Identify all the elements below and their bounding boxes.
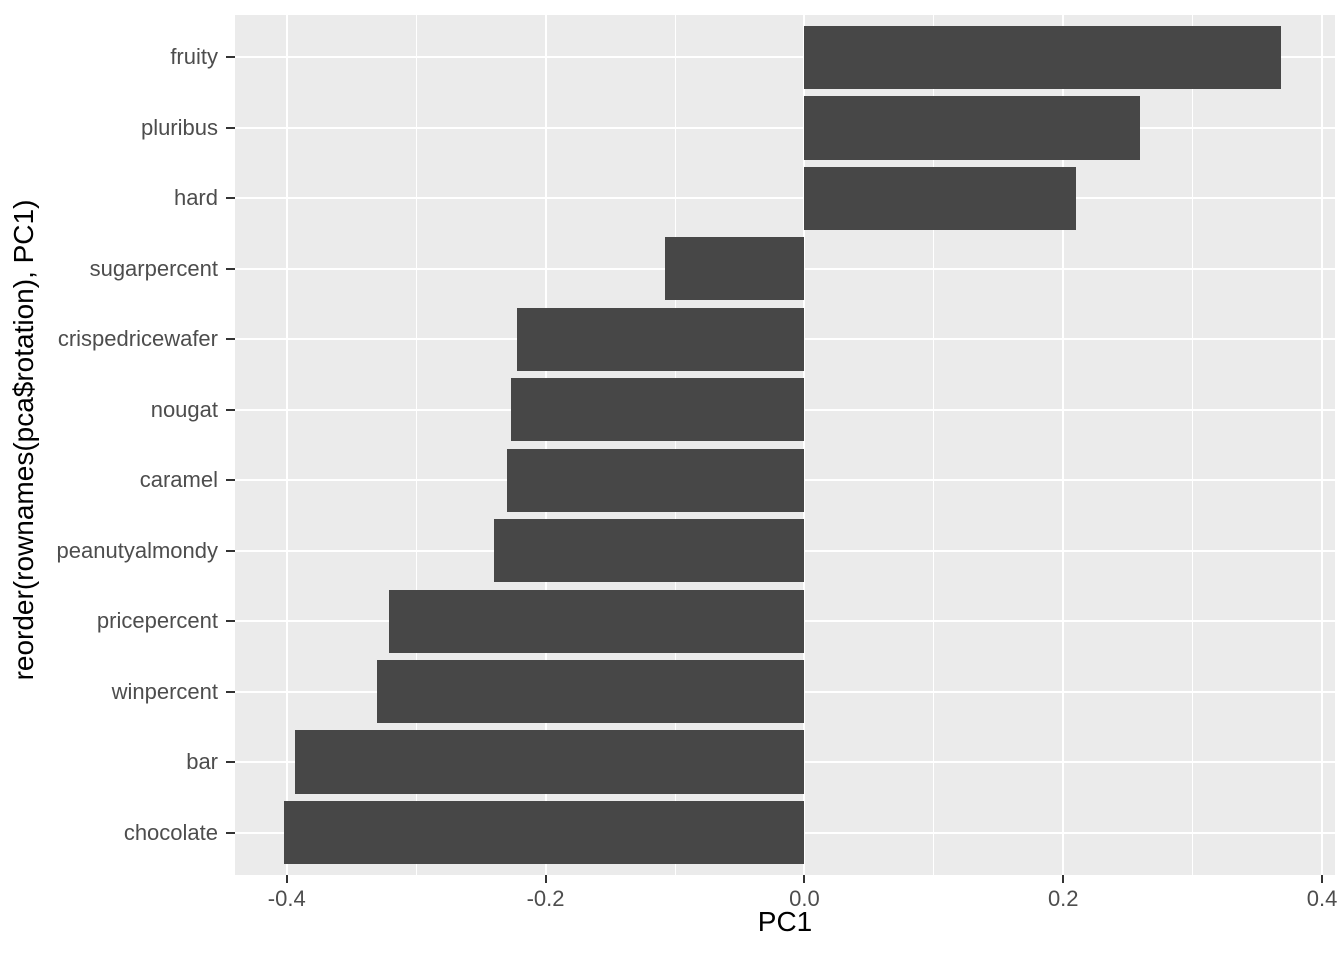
y-tick-label-peanutyalmondy: peanutyalmondy — [56, 537, 218, 563]
y-tick-mark — [226, 267, 235, 270]
x-tick-mark — [544, 875, 547, 883]
y-major-gridline — [235, 56, 1335, 59]
x-tick-mark — [1062, 875, 1065, 883]
x-tick-mark — [803, 875, 806, 883]
x-minor-gridline — [933, 15, 935, 875]
x-major-gridline — [1062, 15, 1065, 875]
x-tick-mark — [1321, 875, 1324, 883]
y-tick-mark — [226, 408, 235, 411]
bar-winpercent — [377, 660, 805, 724]
y-tick-label-pluribus: pluribus — [140, 114, 218, 140]
y-tick-mark — [226, 126, 235, 129]
x-tick-label-0.0: 0.0 — [789, 886, 820, 911]
y-tick-label-sugarpercent: sugarpercent — [89, 255, 218, 281]
x-minor-gridline — [415, 15, 417, 875]
y-tick-label-caramel: caramel — [139, 467, 218, 493]
x-minor-gridline — [674, 15, 676, 875]
x-tick-label-0.4: 0.4 — [1306, 886, 1338, 911]
x-major-gridline — [544, 15, 547, 875]
bar-chocolate — [284, 800, 805, 865]
y-tick-label-winpercent: winpercent — [111, 678, 218, 704]
bar-peanutyalmondy — [493, 519, 805, 583]
bar-pricepercent — [389, 589, 805, 653]
y-tick-label-crispedricewafer: crispedricewafer — [57, 326, 218, 352]
x-minor-gridline — [1192, 15, 1194, 875]
y-tick-mark — [226, 479, 235, 482]
bar-hard — [804, 166, 1077, 230]
plot-panel — [235, 15, 1335, 875]
y-tick-label-fruity: fruity — [170, 44, 218, 70]
y-tick-label-chocolate: chocolate — [123, 819, 218, 845]
bar-crispedricewafer — [517, 307, 805, 371]
y-tick-mark — [226, 690, 235, 693]
x-tick-mark — [285, 875, 288, 883]
y-tick-mark — [226, 56, 235, 59]
bar-bar — [294, 730, 805, 794]
bar-sugarpercent — [664, 237, 805, 301]
y-major-gridline — [235, 126, 1335, 129]
y-tick-mark — [226, 620, 235, 623]
x-tick-label-0.2: 0.2 — [1047, 886, 1079, 911]
y-tick-label-bar: bar — [186, 749, 218, 775]
x-tick-label--0.4: -0.4 — [267, 886, 306, 911]
x-tick-label--0.2: -0.2 — [526, 886, 565, 911]
x-major-gridline — [803, 15, 806, 875]
bar-nougat — [510, 378, 805, 442]
bar-pluribus — [804, 96, 1140, 160]
bar-fruity — [804, 25, 1281, 89]
y-tick-mark — [226, 197, 235, 200]
y-tick-mark — [226, 338, 235, 341]
bar-caramel — [506, 448, 805, 512]
y-major-gridline — [235, 197, 1335, 200]
y-tick-mark — [226, 831, 235, 834]
y-tick-mark — [226, 549, 235, 552]
x-axis-title: PC1 — [757, 906, 813, 937]
x-major-gridline — [285, 15, 288, 875]
y-tick-mark — [226, 761, 235, 764]
y-tick-label-pricepercent: pricepercent — [96, 608, 218, 634]
y-tick-label-hard: hard — [173, 185, 218, 211]
y-tick-label-nougat: nougat — [150, 396, 218, 422]
x-major-gridline — [1321, 15, 1324, 875]
